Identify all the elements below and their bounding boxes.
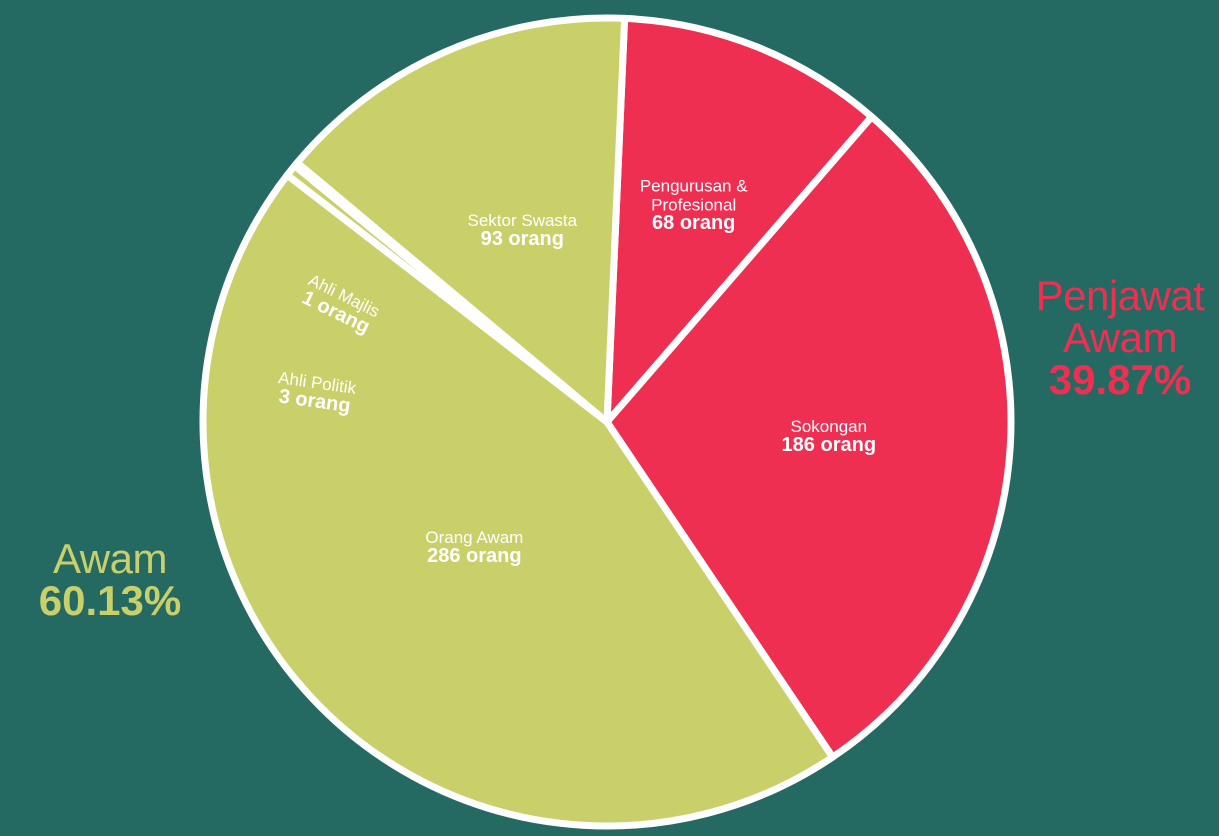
pie-label-name: Sokongan bbox=[790, 417, 867, 436]
pie-label-value: 186 orang bbox=[782, 434, 876, 456]
pie-label-name: Pengurusan & bbox=[640, 176, 748, 195]
pie-slices bbox=[199, 14, 1015, 830]
pie-outline bbox=[200, 15, 1014, 829]
pie-label-value: 286 orang bbox=[427, 545, 521, 567]
pie-label-name: Orang Awam bbox=[425, 528, 523, 547]
group-penjawat-percent: 39.87% bbox=[1048, 356, 1192, 403]
group-label-penjawat-awam: Penjawat Awam 39.87% bbox=[1022, 275, 1218, 401]
pie-label-name: Profesional bbox=[651, 195, 736, 214]
group-awam-percent: 60.13% bbox=[38, 577, 182, 624]
pie-label-value: 68 orang bbox=[652, 212, 735, 234]
group-label-awam: Awam 60.13% bbox=[20, 538, 200, 622]
group-awam-name: Awam bbox=[53, 535, 167, 582]
group-penjawat-name-line2: Awam bbox=[1063, 314, 1177, 361]
pie-label-name: Sektor Swasta bbox=[467, 211, 577, 230]
pie-label-value: 93 orang bbox=[481, 228, 564, 250]
group-penjawat-name-line1: Penjawat bbox=[1035, 272, 1205, 319]
